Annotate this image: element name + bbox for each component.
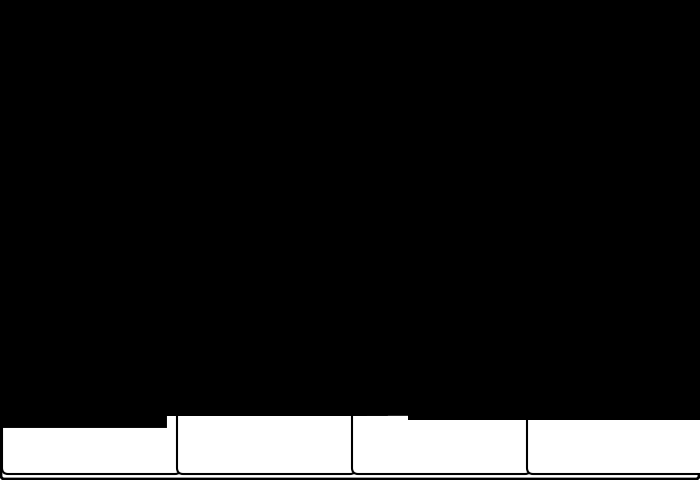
- Text: CH₃: CH₃: [237, 289, 260, 302]
- Text: i: i: [47, 298, 49, 307]
- Text: Neohexyl: Neohexyl: [230, 325, 295, 339]
- Text: t-butyl: t-butyl: [589, 199, 635, 213]
- Text: Seo: Seo: [421, 63, 452, 81]
- Text: C: C: [223, 264, 232, 276]
- Text: C: C: [69, 259, 78, 272]
- Text: H₂: H₂: [193, 255, 204, 265]
- Text: Tert-pentyl: Tert-pentyl: [575, 325, 650, 339]
- Text: H₂: H₂: [198, 110, 209, 120]
- Text: C: C: [556, 106, 566, 119]
- Text: C: C: [202, 264, 211, 276]
- Text: CH₃: CH₃: [92, 259, 115, 272]
- FancyBboxPatch shape: [0, 0, 700, 30]
- Text: H₂: H₂: [395, 105, 407, 115]
- FancyBboxPatch shape: [352, 44, 531, 474]
- Text: CH₃: CH₃: [550, 80, 573, 93]
- Text: Bu: Bu: [56, 301, 73, 314]
- Text: CH₃: CH₃: [374, 141, 398, 154]
- Text: t: t: [555, 153, 559, 161]
- Text: C: C: [579, 276, 587, 288]
- Text: H₂: H₂: [570, 267, 582, 277]
- Text: H₂: H₂: [38, 250, 50, 260]
- Text: C: C: [55, 116, 64, 129]
- Text: i: i: [55, 154, 57, 163]
- Text: Neopentyl: Neopentyl: [226, 181, 298, 195]
- Text: H: H: [376, 105, 384, 115]
- Text: C: C: [382, 113, 391, 127]
- Text: Sec-butyl: Sec-butyl: [405, 183, 470, 197]
- Text: CH₃: CH₃: [223, 93, 246, 106]
- FancyBboxPatch shape: [1, 27, 699, 479]
- FancyBboxPatch shape: [2, 44, 181, 474]
- Text: CH₃: CH₃: [237, 238, 260, 251]
- Text: Isopropyl: Isopropyl: [55, 181, 119, 195]
- Text: CH₃: CH₃: [426, 113, 449, 127]
- Text: CH₃: CH₃: [223, 144, 246, 157]
- Text: s-butyl: s-butyl: [414, 201, 461, 215]
- Text: H: H: [51, 107, 60, 117]
- Text: Pr: Pr: [64, 157, 76, 170]
- Text: Bu: Bu: [390, 156, 407, 169]
- Text: C: C: [48, 259, 57, 272]
- Text: CH₃: CH₃: [550, 250, 573, 263]
- Text: H: H: [48, 253, 55, 263]
- Text: C: C: [230, 119, 239, 132]
- Text: CH₃: CH₃: [251, 119, 274, 132]
- Text: CH₃: CH₃: [62, 286, 85, 299]
- Text: CH₃: CH₃: [599, 276, 622, 288]
- FancyBboxPatch shape: [527, 44, 700, 474]
- Text: Nomenclature for Branched Alkyl Groups: Nomenclature for Branched Alkyl Groups: [166, 6, 534, 24]
- Text: Iso: Iso: [75, 63, 99, 81]
- Text: Neo: Neo: [246, 63, 279, 81]
- Text: Bu: Bu: [565, 156, 582, 169]
- Text: C: C: [556, 276, 566, 288]
- Text: C: C: [244, 264, 253, 276]
- Text: C: C: [208, 119, 216, 132]
- Text: CH₃: CH₃: [550, 301, 573, 314]
- Text: CH₃: CH₃: [265, 264, 288, 276]
- Text: Tert: Tert: [596, 63, 627, 81]
- Text: CH₃: CH₃: [578, 106, 601, 119]
- Text: Tert-butyl: Tert-butyl: [579, 181, 645, 195]
- FancyBboxPatch shape: [177, 44, 356, 474]
- Text: Isobutyl: Isobutyl: [60, 325, 114, 339]
- Text: t-pentyl: t-pentyl: [585, 343, 639, 357]
- Text: H₂: H₂: [199, 261, 209, 269]
- Text: CH₃: CH₃: [78, 116, 102, 129]
- Text: CH₃: CH₃: [550, 132, 573, 144]
- Text: s: s: [380, 153, 384, 161]
- Text: CH₃: CH₃: [48, 143, 71, 156]
- Text: C: C: [404, 113, 412, 127]
